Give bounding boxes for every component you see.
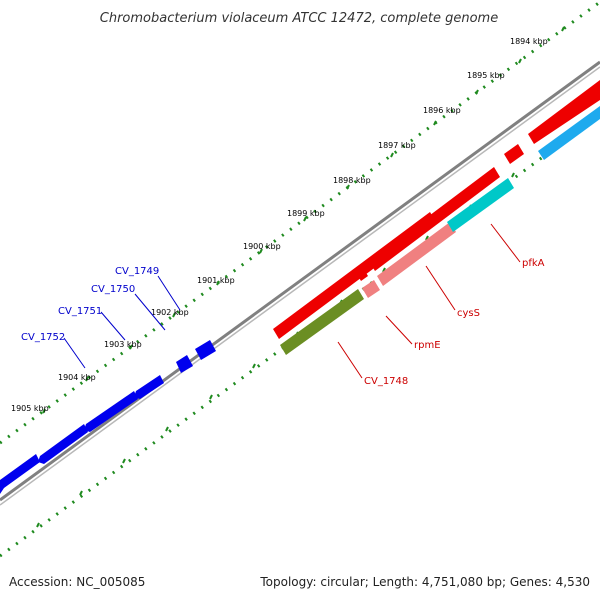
- blue-callouts: [63, 275, 181, 369]
- gene-skyblue[interactable]: [538, 106, 600, 160]
- kbp-label: 1896 kbp: [423, 106, 461, 115]
- gene-cv1752[interactable]: [0, 454, 40, 494]
- kbp-label: 1901 kbp: [197, 276, 235, 285]
- colored-genes: [280, 106, 600, 355]
- gene-label-cv1749: CV_1749: [115, 266, 159, 277]
- gene-small-blue-a[interactable]: [176, 355, 193, 373]
- kbp-label: 1895 kbp: [467, 71, 505, 80]
- upper-dotted-track: [0, 0, 600, 445]
- gene-label-rpme: rpmE: [414, 340, 441, 351]
- gene-cyss[interactable]: [377, 222, 456, 286]
- gene-red-b[interactable]: [355, 266, 368, 281]
- gene-cv1750[interactable]: [84, 391, 138, 432]
- gene-label-cv1748: CV_1748: [364, 376, 408, 387]
- kbp-label: 1894 kbp: [510, 37, 548, 46]
- gene-label-cyss: cysS: [457, 308, 480, 319]
- gene-cv1749[interactable]: [134, 375, 164, 399]
- kbp-label: 1899 kbp: [287, 209, 325, 218]
- gene-label-cv1750: CV_1750: [91, 284, 135, 295]
- blue-genes: [0, 340, 216, 494]
- genome-backbone-outer: [0, 60, 600, 502]
- kbp-label: 1904 kbp: [58, 373, 96, 382]
- kbp-labels: 1894 kbp 1895 kbp 1896 kbp 1897 kbp 1898…: [11, 37, 548, 413]
- gene-rpme[interactable]: [362, 280, 380, 298]
- red-genes: [273, 80, 600, 339]
- genome-backbone-inner: [0, 66, 600, 506]
- kbp-label: 1902 kbp: [151, 308, 189, 317]
- kbp-label: 1905 kbp: [11, 404, 49, 413]
- gene-label-pfka: pfkA: [522, 258, 545, 269]
- genome-summary-text: Topology: circular; Length: 4,751,080 bp…: [259, 575, 590, 589]
- gene-pfka[interactable]: [447, 178, 514, 232]
- map-title: Chromobacterium violaceum ATCC 12472, co…: [100, 11, 498, 26]
- upper-major-ticks: [42, 26, 565, 414]
- gene-red-e[interactable]: [528, 80, 600, 144]
- kbp-label: 1897 kbp: [378, 141, 416, 150]
- kbp-label: 1903 kbp: [104, 340, 142, 349]
- kbp-label: 1900 kbp: [243, 242, 281, 251]
- gene-label-cv1752: CV_1752: [21, 332, 65, 343]
- gene-label-cv1751: CV_1751: [58, 306, 102, 317]
- gene-cv1748[interactable]: [280, 289, 364, 355]
- gene-cv1751[interactable]: [38, 424, 88, 464]
- accession-text: Accession: NC_005085: [9, 575, 145, 589]
- gene-red-c[interactable]: [369, 167, 500, 271]
- gene-red-d[interactable]: [504, 144, 524, 164]
- kbp-label: 1898 kbp: [333, 176, 371, 185]
- gene-small-blue-b[interactable]: [195, 340, 216, 360]
- red-callouts: [337, 223, 521, 379]
